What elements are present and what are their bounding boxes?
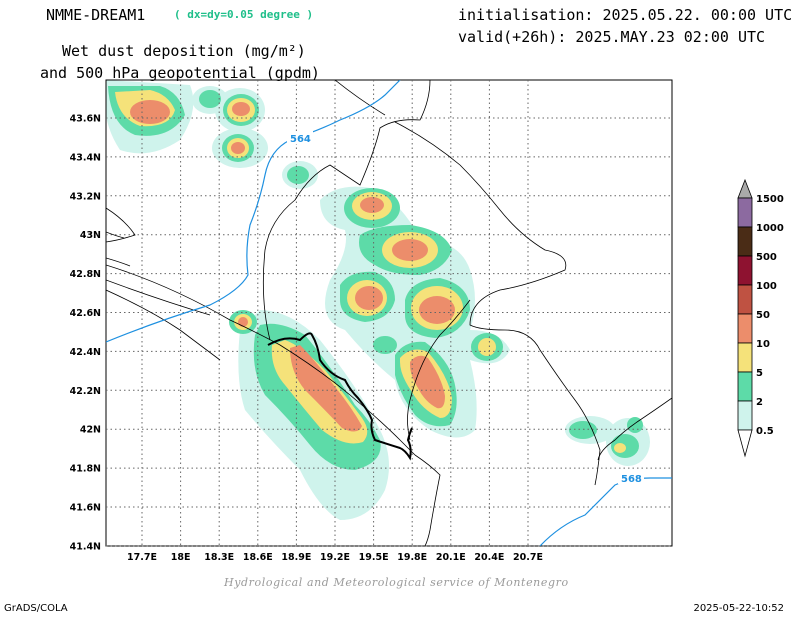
- lat-lon-grid: [106, 80, 672, 547]
- colorbar-level-label: 50: [756, 310, 770, 321]
- initialisation-time: initialisation: 2025.05.22. 00:00 UTC: [458, 6, 793, 24]
- colorbar-top-arrow: [737, 178, 753, 199]
- deposition-field: [106, 80, 650, 520]
- latitude-tick-label: 42.2N: [70, 386, 101, 397]
- longitude-tick-label: 18.3E: [204, 552, 234, 563]
- colorbar-level-label: 2: [756, 397, 763, 408]
- latitude-tick-label: 43.2N: [70, 191, 101, 202]
- coastlines-and-borders: [106, 80, 672, 546]
- longitude-tick-label: 19.5E: [359, 552, 389, 563]
- latitude-tick-label: 42.8N: [70, 269, 101, 280]
- longitude-tick-label: 17.7E: [127, 552, 157, 563]
- variable-title-line2: and 500 hPa geopotential (gpdm): [40, 64, 320, 82]
- latitude-tick-label: 43.6N: [70, 114, 101, 125]
- longitude-tick-label: 19.8E: [397, 552, 427, 563]
- colorbar: 0.5 2 5 10 50 100 500 1000 1500: [737, 178, 784, 458]
- colorbar-level-label: 10: [756, 339, 770, 350]
- latitude-tick-label: 42.4N: [70, 347, 101, 358]
- colorbar-segment: [737, 400, 753, 431]
- latitude-tick-label: 42N: [80, 425, 101, 436]
- longitude-tick-label: 20.4E: [474, 552, 504, 563]
- colorbar-level-label: 5: [756, 368, 763, 379]
- longitude-tick-label: 19.2E: [320, 552, 350, 563]
- longitude-tick-label: 20.1E: [436, 552, 466, 563]
- colorbar-segment: [737, 284, 753, 315]
- colorbar-level-label: 0.5: [756, 426, 774, 437]
- latitude-tick-label: 41.4N: [70, 541, 101, 552]
- colorbar-level-label: 500: [756, 252, 777, 263]
- software-signature: GrADS/COLA: [4, 603, 68, 614]
- colorbar-segment: [737, 197, 753, 228]
- latitude-tick-label: 41.8N: [70, 464, 101, 475]
- latitude-tick-label: 43.4N: [70, 152, 101, 163]
- generation-timestamp: 2025-05-22-10:52: [693, 603, 784, 614]
- valid-time: valid(+26h): 2025.MAY.23 02:00 UTC: [458, 28, 766, 46]
- colorbar-segment: [737, 255, 753, 286]
- colorbar-bottom-arrow: [737, 429, 753, 458]
- geopotential-contours: [106, 80, 672, 546]
- colorbar-level-label: 100: [756, 281, 777, 292]
- latitude-tick-label: 41.6N: [70, 503, 101, 514]
- colorbar-segment: [737, 313, 753, 344]
- colorbar-segment: [737, 371, 753, 402]
- longitude-tick-label: 18.6E: [243, 552, 273, 563]
- colorbar-segment: [737, 342, 753, 373]
- longitude-tick-label: 20.7E: [513, 552, 543, 563]
- credit-line: Hydrological and Meteorological service …: [224, 576, 569, 589]
- montenegro-border: [267, 332, 413, 461]
- longitude-labels: 17.7E 18E 18.3E 18.6E 18.9E 19.2E 19.5E 19.8E 20…: [127, 552, 543, 563]
- contour-568-label: 568: [621, 474, 642, 485]
- variable-title-line1: Wet dust deposition (mg/m²): [62, 42, 306, 60]
- colorbar-segment: [737, 226, 753, 257]
- contour-564-label: 564: [290, 134, 311, 145]
- latitude-tick-label: 43N: [80, 230, 101, 241]
- colorbar-level-label: 1000: [756, 223, 784, 234]
- longitude-tick-label: 18E: [171, 552, 191, 563]
- longitude-tick-label: 18.9E: [281, 552, 311, 563]
- contour-564-label-bg: [287, 131, 313, 144]
- grid-resolution: ( dx=dy=0.05 degree ): [174, 8, 314, 21]
- contour-568-label-bg: [618, 471, 644, 484]
- model-title: NMME-DREAM1: [46, 6, 146, 24]
- latitude-labels: 43.6N 43.4N 43.2N 43N 42.8N 42.6N 42.4N 42.2N 42…: [70, 114, 101, 553]
- latitude-tick-label: 42.6N: [70, 308, 101, 319]
- colorbar-level-label: 1500: [756, 194, 784, 205]
